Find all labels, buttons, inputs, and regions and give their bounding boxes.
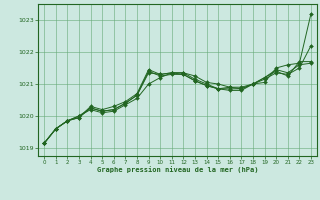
X-axis label: Graphe pression niveau de la mer (hPa): Graphe pression niveau de la mer (hPa)	[97, 167, 258, 173]
